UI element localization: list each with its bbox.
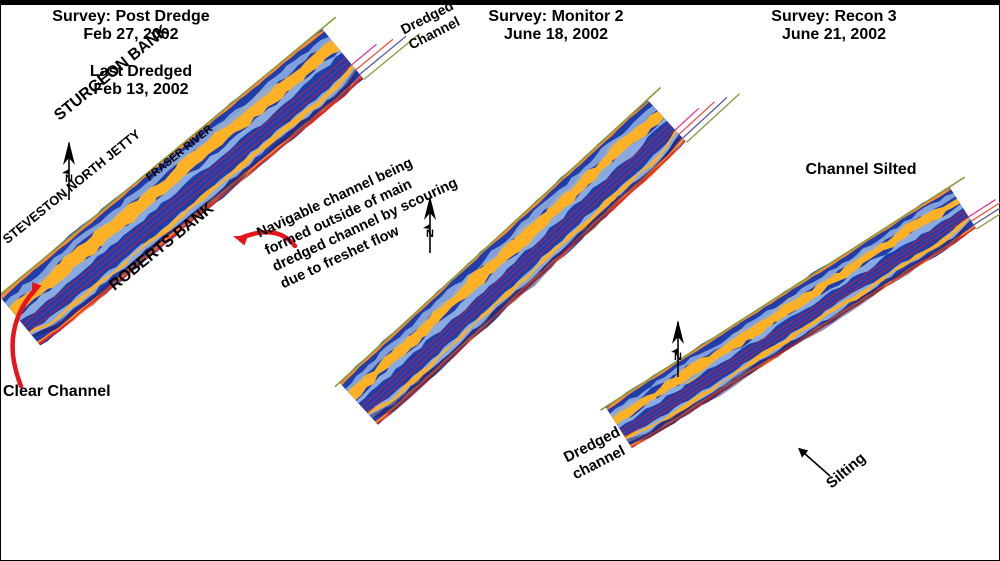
svg-text:N: N <box>426 228 434 240</box>
svg-text:N: N <box>674 351 682 363</box>
